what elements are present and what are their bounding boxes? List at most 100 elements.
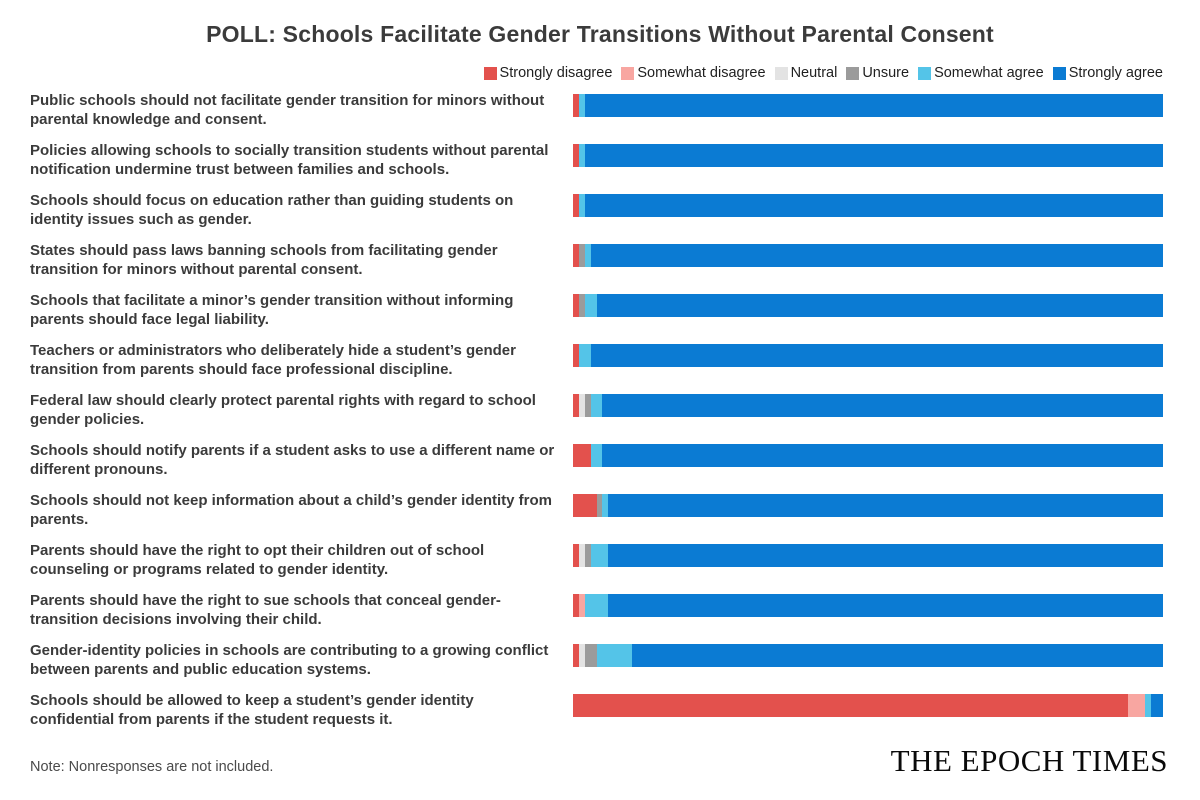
bar-segment bbox=[573, 194, 579, 217]
legend-label: Somewhat agree bbox=[934, 65, 1044, 81]
legend-item: Neutral bbox=[774, 65, 838, 81]
bar-segment bbox=[578, 194, 585, 217]
stacked-bar bbox=[573, 444, 1163, 467]
epoch-times-logo: THE EPOCH TIMES bbox=[890, 743, 1168, 778]
bar-row: Parents should have the right to opt the… bbox=[30, 541, 1163, 591]
bar-row: Schools should be allowed to keep a stud… bbox=[30, 691, 1163, 741]
bar-segment bbox=[590, 394, 603, 417]
stacked-bar bbox=[573, 494, 1163, 517]
statement-label: Teachers or administrators who deliberat… bbox=[30, 342, 516, 378]
bar-segment bbox=[578, 244, 585, 267]
bar-segment bbox=[590, 544, 609, 567]
legend-label: Strongly agree bbox=[1068, 65, 1163, 81]
bar-segment bbox=[584, 94, 1163, 117]
legend-label: Strongly disagree bbox=[499, 65, 613, 81]
note-text: Note: Nonresponses are not included. bbox=[30, 759, 274, 775]
bar-segment bbox=[584, 394, 591, 417]
bar-segment bbox=[573, 144, 579, 167]
bar-row: Schools that facilitate a minor’s gender… bbox=[30, 291, 1163, 341]
bar-row: Policies allowing schools to socially tr… bbox=[30, 141, 1163, 191]
statement-label: Parents should have the right to opt the… bbox=[30, 542, 485, 578]
bar-segment bbox=[596, 494, 603, 517]
stacked-bar bbox=[573, 544, 1163, 567]
bar-row: Federal law should clearly protect paren… bbox=[30, 391, 1163, 441]
legend-item: Strongly disagree bbox=[483, 65, 613, 81]
legend-swatch-icon bbox=[483, 66, 497, 80]
statement-label: Federal law should clearly protect paren… bbox=[30, 392, 536, 428]
bar-segment bbox=[573, 344, 579, 367]
bar-segment bbox=[573, 644, 579, 667]
stacked-bar bbox=[573, 594, 1163, 617]
bar-segment bbox=[1151, 694, 1163, 717]
bar-segment bbox=[584, 594, 609, 617]
legend-label: Somewhat disagree bbox=[637, 65, 766, 81]
bar-row: Gender-identity policies in schools are … bbox=[30, 641, 1163, 691]
bar-row: Schools should notify parents if a stude… bbox=[30, 441, 1163, 491]
bar-segment bbox=[573, 694, 1128, 717]
bar-segment bbox=[584, 644, 597, 667]
statement-label: Schools should focus on education rather… bbox=[30, 192, 514, 228]
statement-label: Schools that facilitate a minor’s gender… bbox=[30, 292, 514, 328]
bar-row: Public schools should not facilitate gen… bbox=[30, 91, 1163, 141]
legend-swatch-icon bbox=[774, 66, 788, 80]
chart-title: POLL: Schools Facilitate Gender Transiti… bbox=[206, 21, 994, 47]
legend-swatch-icon bbox=[621, 66, 635, 80]
legend: Strongly disagree Somewhat disagree Neutra… bbox=[483, 65, 1163, 81]
bar-segment bbox=[602, 394, 1163, 417]
legend-item: Strongly agree bbox=[1052, 65, 1163, 81]
bar-row: States should pass laws banning schools … bbox=[30, 241, 1163, 291]
bar-segment bbox=[602, 494, 609, 517]
bar-segment bbox=[573, 594, 579, 617]
bar-segment bbox=[578, 94, 585, 117]
stacked-bar bbox=[573, 244, 1163, 267]
bar-segment bbox=[584, 244, 591, 267]
bar-segment bbox=[584, 144, 1163, 167]
bar-segment bbox=[573, 444, 591, 467]
bar-segment bbox=[578, 144, 585, 167]
chart-rows: Public schools should not facilitate gen… bbox=[30, 91, 1163, 741]
bar-segment bbox=[573, 494, 597, 517]
bar-segment bbox=[608, 494, 1163, 517]
bar-segment bbox=[584, 194, 1163, 217]
stacked-bar bbox=[573, 694, 1163, 717]
legend-swatch-icon bbox=[1052, 66, 1066, 80]
bar-segment bbox=[578, 594, 585, 617]
bar-row: Schools should not keep information abou… bbox=[30, 491, 1163, 541]
bar-row: Parents should have the right to sue sch… bbox=[30, 591, 1163, 641]
stacked-bar bbox=[573, 194, 1163, 217]
legend-swatch-icon bbox=[918, 66, 932, 80]
bar-segment bbox=[573, 394, 579, 417]
statement-label: Public schools should not facilitate gen… bbox=[30, 92, 545, 128]
stacked-bar bbox=[573, 144, 1163, 167]
bar-segment bbox=[573, 94, 579, 117]
bar-segment bbox=[596, 644, 632, 667]
bar-segment bbox=[578, 344, 591, 367]
statement-label: States should pass laws banning schools … bbox=[30, 242, 498, 278]
statement-label: Gender-identity policies in schools are … bbox=[30, 642, 549, 678]
bar-segment bbox=[584, 294, 597, 317]
bar-segment bbox=[1127, 694, 1146, 717]
legend-label: Neutral bbox=[790, 65, 838, 81]
legend-label: Unsure bbox=[862, 65, 910, 81]
bar-segment bbox=[590, 444, 603, 467]
statement-label: Schools should be allowed to keep a stud… bbox=[30, 692, 474, 728]
bar-row: Teachers or administrators who deliberat… bbox=[30, 341, 1163, 391]
stacked-bar bbox=[573, 94, 1163, 117]
bar-segment bbox=[578, 294, 585, 317]
bar-segment bbox=[573, 244, 579, 267]
stacked-bar bbox=[573, 344, 1163, 367]
bar-segment bbox=[596, 294, 1163, 317]
bar-segment bbox=[608, 594, 1163, 617]
bar-segment bbox=[590, 344, 1163, 367]
bar-segment bbox=[1145, 694, 1152, 717]
statement-label: Schools should not keep information abou… bbox=[30, 492, 552, 528]
bar-segment bbox=[573, 294, 579, 317]
bar-segment bbox=[578, 644, 585, 667]
stacked-bar bbox=[573, 394, 1163, 417]
statement-label: Schools should notify parents if a stude… bbox=[30, 442, 555, 478]
statement-label: Policies allowing schools to socially tr… bbox=[30, 142, 549, 178]
legend-item: Somewhat agree bbox=[918, 65, 1044, 81]
stacked-bar bbox=[573, 294, 1163, 317]
bar-segment bbox=[590, 244, 1163, 267]
bar-segment bbox=[584, 544, 591, 567]
